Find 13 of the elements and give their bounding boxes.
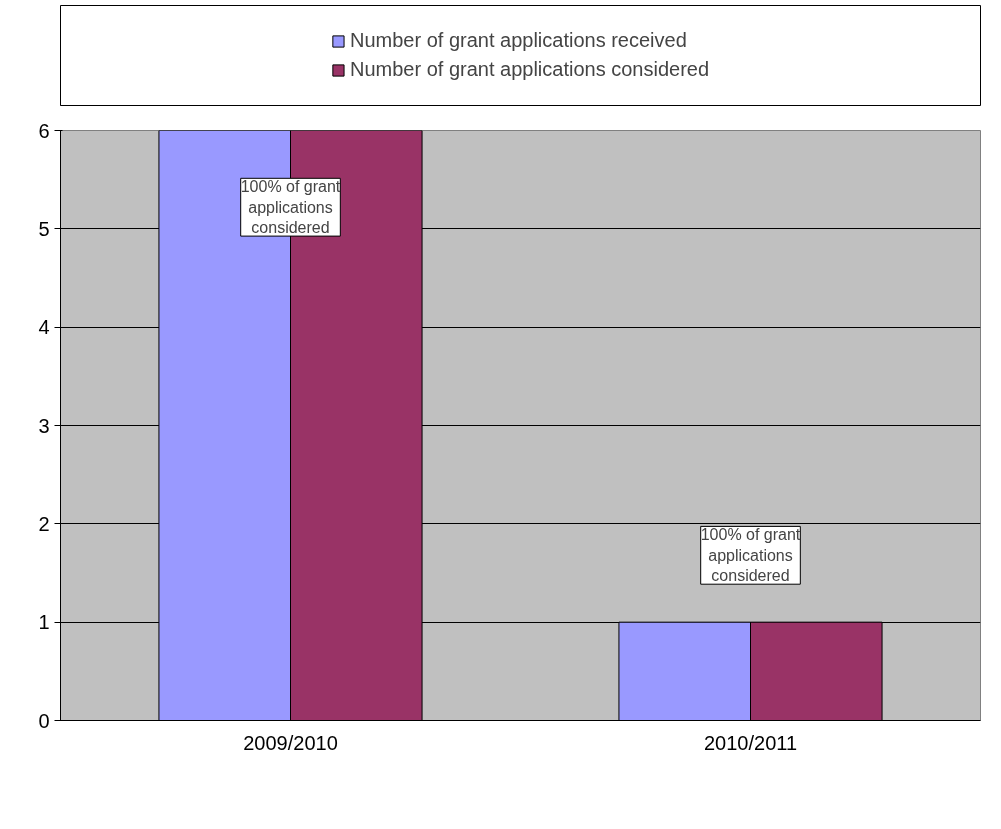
- annotation: 100% of grant applications considered: [240, 178, 341, 237]
- y-tick-label: 0: [38, 709, 50, 732]
- y-tick-label: 4: [38, 316, 50, 339]
- y-tick-label: 3: [38, 414, 50, 437]
- y-tick-label: 5: [38, 217, 50, 240]
- y-tick-label: 2: [38, 512, 50, 535]
- legend-label: Number of grant applications considered: [349, 58, 710, 81]
- y-tick-label: 6: [38, 119, 50, 142]
- x-tick-label: 2010/2011: [703, 731, 798, 754]
- x-tick-label: 2009/2010: [243, 731, 338, 754]
- annotation: 100% of grant applications considered: [700, 526, 801, 585]
- y-tick-label: 1: [38, 611, 50, 634]
- legend-label: Number of grant applications received: [349, 29, 687, 52]
